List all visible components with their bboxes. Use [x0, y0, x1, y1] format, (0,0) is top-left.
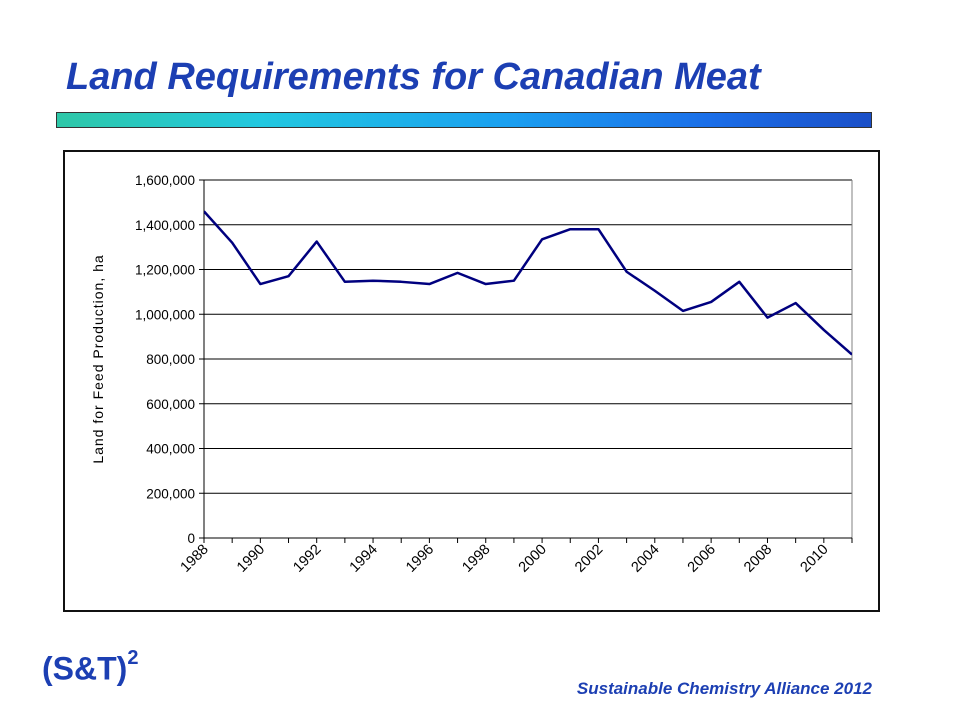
x-tick-label: 1996: [403, 542, 437, 576]
y-tick-label: 200,000: [146, 486, 195, 501]
brand-logo-text: (S&T): [42, 650, 128, 687]
series-line: [204, 210, 852, 356]
y-tick-label: 1,200,000: [135, 263, 195, 278]
brand-logo: (S&T)2: [42, 648, 138, 687]
y-tick-label: 1,400,000: [135, 218, 195, 233]
x-tick-label: 2006: [685, 542, 719, 576]
x-tick-label: 1994: [347, 542, 381, 576]
x-tick-label: 2008: [741, 542, 775, 576]
y-tick-label: 0: [187, 531, 195, 546]
x-tick-label: 1992: [290, 542, 324, 576]
brand-logo-superscript: 2: [127, 647, 139, 669]
x-tick-label: 1988: [178, 542, 212, 576]
x-tick-label: 1998: [459, 542, 493, 576]
y-tick-label: 400,000: [146, 442, 195, 457]
y-axis-label: Land for Feed Production, ha: [90, 254, 106, 463]
x-tick-label: 1990: [234, 542, 268, 576]
y-tick-label: 1,600,000: [135, 173, 195, 188]
footer-text: Sustainable Chemistry Alliance 2012: [576, 679, 872, 698]
x-tick-label: 2002: [572, 542, 606, 576]
line-chart: 0 200,000 400,000 600,000 800,000 1,000,000 1,…: [90, 173, 853, 576]
y-tick-label: 600,000: [146, 397, 195, 412]
slide-title: Land Requirements for Canadian Meat: [66, 56, 761, 98]
x-tick-label: 2010: [798, 542, 832, 576]
chart-frame: 0 200,000 400,000 600,000 800,000 1,000,000 1,…: [63, 150, 880, 612]
y-tick-label: 1,000,000: [135, 307, 195, 322]
x-tick-label: 2004: [628, 542, 662, 576]
title-gradient-bar: [56, 112, 872, 128]
y-tick-label: 800,000: [146, 352, 195, 367]
x-tick-label: 2000: [516, 542, 550, 576]
